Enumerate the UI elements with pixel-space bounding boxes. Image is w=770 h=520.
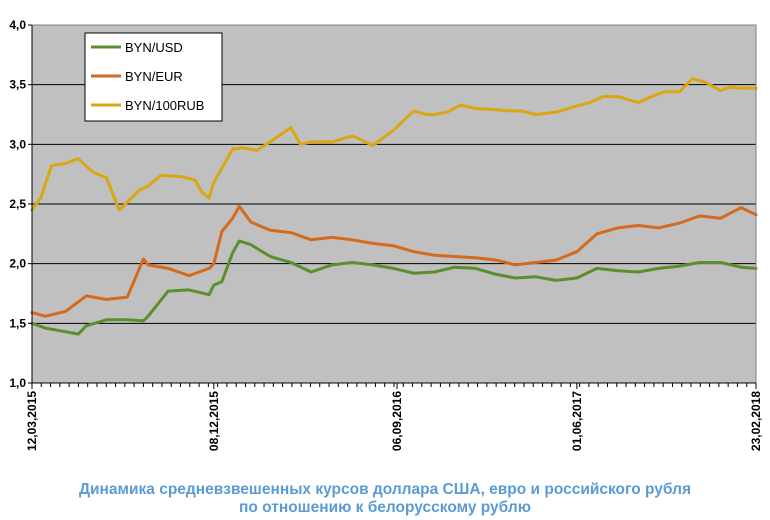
- ytick-label-6: 4,0: [9, 18, 26, 32]
- ytick-label-1: 1,5: [9, 316, 26, 330]
- caption-line-2: по отношению к белорусскому рублю: [239, 499, 531, 516]
- chart-svg: 1,0 1,5 2,0 2,5 3,0 3,5 4,0 12,03,2015 08,12,201…: [9, 18, 763, 451]
- ytick-label-0: 1,0: [9, 376, 26, 390]
- xtick-label-1: 08,12,2015: [207, 391, 221, 451]
- axes: 1,0 1,5 2,0 2,5 3,0 3,5 4,0 12,03,2015 08,12,201…: [9, 18, 763, 451]
- ytick-label-5: 3,5: [9, 78, 26, 92]
- caption-line-1: Динамика средневзвешенных курсов доллара…: [78, 481, 692, 498]
- xtick-label-2: 06,09,2016: [390, 391, 404, 451]
- legend: BYN/USD BYN/EUR BYN/100RUB: [84, 32, 223, 122]
- series-line-1: [30, 204, 758, 318]
- series-lines: [30, 77, 758, 336]
- xtick-label-4: 23,02,2018: [749, 391, 763, 451]
- series-line-0: [30, 239, 758, 336]
- legend-label-1: BYN/EUR: [125, 69, 183, 84]
- series-line-2: [30, 77, 758, 212]
- ytick-label-2: 2,0: [9, 257, 26, 271]
- xtick-label-0: 12,03,2015: [25, 391, 39, 451]
- xtick-label-3: 01,06,2017: [570, 391, 584, 451]
- legend-label-0: BYN/USD: [125, 40, 183, 55]
- ytick-label-4: 3,0: [9, 137, 26, 151]
- ytick-label-3: 2,5: [9, 197, 26, 211]
- legend-label-2: BYN/100RUB: [125, 98, 204, 113]
